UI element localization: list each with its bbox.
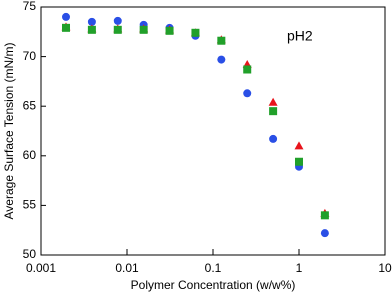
x-tick-label: 1 [296, 261, 303, 275]
plot-frame [40, 6, 386, 256]
point [295, 157, 303, 166]
point [320, 211, 329, 220]
y-tick-label: 60 [23, 148, 37, 162]
point [269, 134, 278, 143]
point [243, 65, 252, 74]
annotation: pH2 [287, 28, 313, 44]
point [269, 107, 278, 116]
point [243, 89, 252, 98]
x-tick-label: 0.01 [115, 261, 139, 275]
point [87, 17, 96, 26]
point [268, 97, 278, 106]
point [320, 229, 329, 238]
point [62, 23, 71, 32]
point [217, 36, 226, 45]
y-tick-label: 65 [23, 98, 37, 112]
point [139, 25, 148, 34]
x-tick-label: 0.1 [205, 261, 222, 275]
point [217, 55, 226, 64]
x-axis-title: Polymer Concentration (w/w%) [131, 278, 296, 292]
point [113, 16, 122, 25]
point [87, 25, 96, 34]
point [191, 28, 200, 37]
point [113, 25, 122, 34]
x-tick-label: 10 [378, 261, 392, 275]
point [294, 141, 304, 150]
y-tick-label: 70 [23, 49, 37, 63]
point [62, 12, 71, 21]
y-axis-title: Average Surface Tension (mN/m) [2, 43, 16, 220]
y-tick-label: 75 [23, 0, 37, 13]
x-tick-label: 0.001 [26, 261, 56, 275]
point [165, 26, 174, 35]
y-tick-label: 55 [23, 198, 37, 212]
y-tick-label: 50 [23, 247, 37, 261]
